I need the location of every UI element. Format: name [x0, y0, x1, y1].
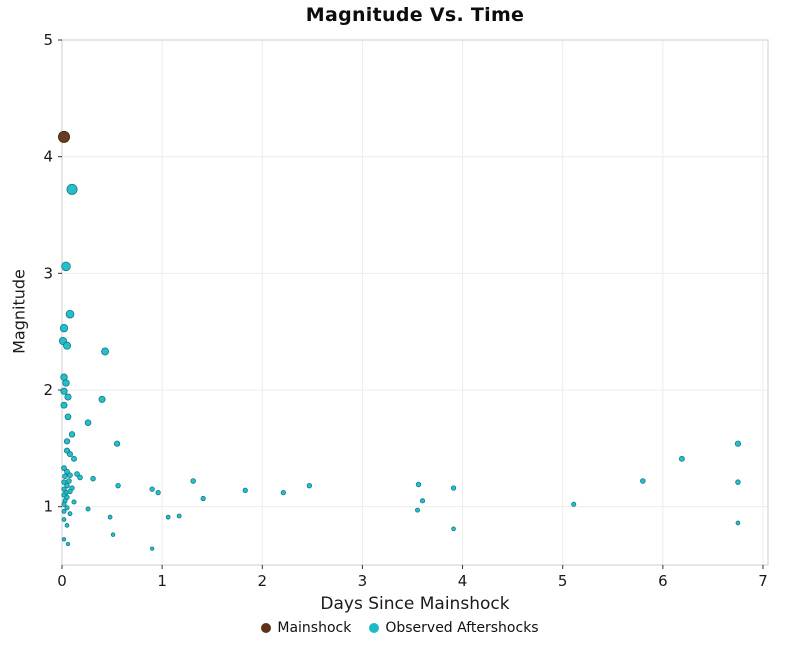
aftershock-point	[71, 455, 77, 462]
aftershock-point	[419, 498, 426, 504]
aftershock-point	[280, 490, 286, 496]
aftershock-point	[67, 511, 73, 517]
x-tick-label: 5	[558, 572, 568, 590]
aftershock-point	[71, 499, 77, 505]
aftershock-point	[176, 513, 182, 519]
aftershock-point	[61, 465, 67, 472]
legend-label-aftershocks: Observed Aftershocks	[385, 620, 539, 636]
aftershock-point	[115, 482, 121, 489]
aftershock-point	[90, 475, 96, 482]
aftershock-point	[571, 501, 577, 507]
aftershock-point	[77, 474, 83, 481]
aftershock-point	[66, 478, 72, 484]
legend-item-aftershocks: Observed Aftershocks	[369, 620, 539, 636]
legend-item-mainshock: Mainshock	[261, 620, 351, 636]
aftershock-point	[306, 482, 313, 489]
x-tick-label: 2	[258, 572, 268, 590]
aftershock-point	[735, 520, 741, 526]
aftershock-point	[67, 451, 74, 458]
legend: Mainshock Observed Aftershocks	[0, 620, 800, 636]
aftershock-point	[101, 347, 110, 356]
mainshock-point	[58, 130, 70, 143]
aftershock-point	[63, 438, 71, 445]
aftershock-point	[64, 505, 70, 511]
x-tick-label: 3	[358, 572, 368, 590]
aftershock-point	[61, 517, 67, 522]
aftershock-point	[62, 341, 72, 350]
aftershock-point	[62, 473, 68, 480]
aftershock-point	[60, 401, 68, 409]
x-tick-label: 7	[758, 572, 768, 590]
aftershock-point	[640, 478, 646, 484]
aftershock-point	[155, 490, 161, 496]
x-tick-label: 1	[157, 572, 167, 590]
aftershock-point	[65, 309, 75, 319]
aftershock-point	[61, 261, 71, 272]
aftershock-point	[113, 440, 121, 447]
y-tick-label: 3	[43, 264, 53, 282]
aftershock-point	[64, 413, 72, 421]
x-tick-label: 0	[57, 572, 67, 590]
y-tick-label: 2	[43, 381, 53, 399]
aftershock-point	[61, 537, 67, 542]
aftershock-point	[61, 479, 67, 485]
aftershock-point	[242, 487, 248, 493]
aftershock-point	[64, 393, 72, 401]
aftershock-point	[190, 478, 196, 484]
aftershock-point	[64, 523, 70, 528]
plot-border	[61, 39, 769, 566]
y-tick-label: 5	[43, 31, 53, 49]
aftershock-point	[84, 419, 92, 426]
aftershock-point	[64, 482, 70, 489]
chart-title: Magnitude Vs. Time	[305, 4, 525, 26]
aftershock-point	[734, 440, 742, 447]
aftershock-point	[66, 183, 78, 195]
aftershock-marker-icon	[369, 623, 380, 633]
aftershock-point	[149, 486, 155, 492]
aftershock-point	[61, 501, 67, 507]
legend-label-mainshock: Mainshock	[277, 620, 352, 636]
aftershock-point	[165, 514, 171, 520]
aftershock-point	[150, 546, 155, 551]
y-axis-label: Magnitude	[9, 269, 29, 354]
aftershock-point	[68, 431, 76, 438]
x-axis-label: Days Since Mainshock	[320, 594, 510, 614]
aftershock-point	[60, 387, 68, 395]
aftershock-point	[62, 379, 70, 387]
aftershock-point	[200, 495, 206, 502]
aftershock-point	[67, 472, 73, 478]
aftershock-point	[678, 455, 685, 462]
x-tick-label: 4	[458, 572, 468, 590]
aftershock-point	[110, 532, 116, 537]
aftershock-point	[415, 481, 422, 488]
aftershock-point	[450, 485, 457, 491]
aftershock-point	[415, 507, 420, 513]
aftershock-point	[65, 541, 71, 547]
aftershock-point	[74, 471, 80, 477]
aftershock-point	[61, 508, 67, 514]
aftershock-point	[85, 506, 91, 512]
aftershock-point	[451, 526, 456, 532]
x-tick-label: 6	[658, 572, 668, 590]
y-tick-label: 1	[43, 498, 53, 516]
aftershock-point	[59, 323, 69, 333]
mainshock-marker-icon	[261, 623, 272, 633]
aftershock-point	[107, 514, 113, 520]
y-tick-label: 4	[43, 148, 53, 166]
aftershock-point	[64, 468, 70, 475]
aftershock-point	[735, 479, 741, 485]
aftershock-point	[98, 395, 106, 403]
